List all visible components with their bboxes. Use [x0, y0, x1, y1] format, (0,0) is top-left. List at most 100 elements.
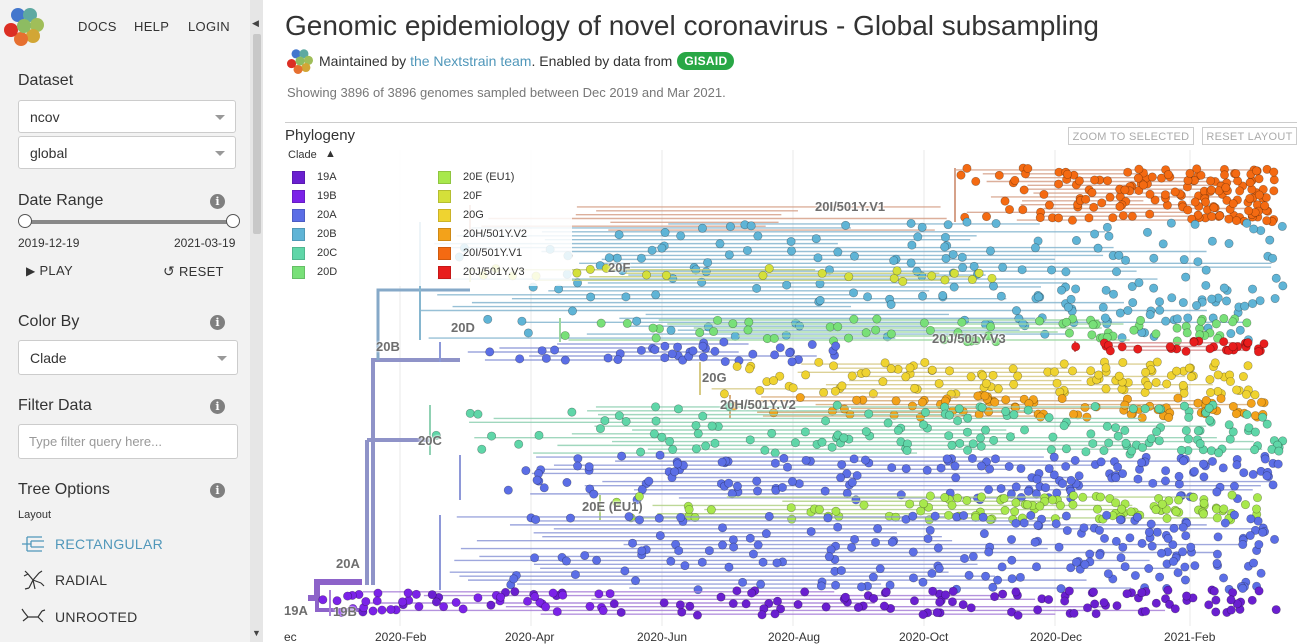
tip-node[interactable] [631, 576, 641, 586]
tip-node[interactable] [698, 341, 708, 351]
tip-node[interactable] [1233, 176, 1243, 186]
tip-node[interactable] [902, 446, 912, 456]
tip-node[interactable] [917, 397, 927, 407]
tip-node[interactable] [1100, 533, 1110, 543]
tip-node[interactable] [1192, 301, 1202, 311]
tip-node[interactable] [1083, 603, 1093, 613]
tip-node[interactable] [772, 596, 782, 606]
tip-node[interactable] [990, 592, 1000, 602]
tip-node[interactable] [755, 385, 765, 395]
tip-node[interactable] [817, 437, 827, 447]
tip-node[interactable] [1209, 586, 1219, 596]
tip-node[interactable] [1059, 421, 1069, 431]
tip-node[interactable] [1087, 330, 1097, 340]
tip-node[interactable] [1040, 329, 1050, 339]
tip-node[interactable] [941, 590, 951, 600]
tip-node[interactable] [764, 599, 774, 609]
tip-node[interactable] [1113, 462, 1123, 472]
tip-node[interactable] [872, 314, 882, 324]
tip-node[interactable] [960, 553, 970, 563]
tip-node[interactable] [849, 314, 859, 324]
tip-node[interactable] [1190, 197, 1200, 207]
tip-node[interactable] [748, 549, 758, 559]
tip-node[interactable] [1151, 329, 1161, 339]
tip-node[interactable] [1224, 420, 1234, 430]
tip-node[interactable] [552, 607, 562, 617]
tip-node[interactable] [806, 527, 816, 537]
tip-node[interactable] [815, 295, 825, 305]
tip-node[interactable] [849, 288, 859, 298]
tip-node[interactable] [724, 478, 734, 488]
tip-node[interactable] [368, 606, 378, 616]
tip-node[interactable] [886, 364, 896, 374]
info-icon[interactable]: i [210, 483, 225, 498]
tip-node[interactable] [1044, 200, 1054, 210]
tip-node[interactable] [977, 403, 987, 413]
tip-node[interactable] [1170, 187, 1180, 197]
tip-node[interactable] [655, 450, 665, 460]
tip-node[interactable] [958, 263, 968, 273]
tip-node[interactable] [850, 534, 860, 544]
dataset-select-primary[interactable]: ncov [18, 100, 236, 133]
tip-node[interactable] [680, 561, 690, 571]
tip-node[interactable] [842, 469, 852, 479]
tip-node[interactable] [1141, 367, 1151, 377]
tip-node[interactable] [1164, 413, 1174, 423]
tip-node[interactable] [1173, 393, 1183, 403]
tip-node[interactable] [1133, 474, 1143, 484]
tip-node[interactable] [728, 599, 738, 609]
tip-node[interactable] [886, 329, 896, 339]
tip-node[interactable] [772, 558, 782, 568]
tip-node[interactable] [713, 315, 723, 325]
tip-node[interactable] [534, 430, 544, 440]
tip-node[interactable] [1051, 519, 1061, 529]
tip-node[interactable] [1134, 278, 1144, 288]
tip-node[interactable] [688, 346, 698, 356]
tip-node[interactable] [605, 589, 615, 599]
tip-node[interactable] [561, 556, 571, 566]
tip-node[interactable] [1152, 527, 1162, 537]
tip-node[interactable] [1141, 606, 1151, 616]
tip-node[interactable] [1013, 610, 1023, 620]
tip-node[interactable] [1144, 564, 1154, 574]
tip-node[interactable] [660, 228, 670, 238]
tip-node[interactable] [1161, 316, 1171, 326]
tip-node[interactable] [1082, 412, 1092, 422]
tip-node[interactable] [1069, 608, 1079, 618]
tip-node[interactable] [332, 596, 342, 606]
tip-node[interactable] [1150, 195, 1160, 205]
tip-node[interactable] [947, 440, 957, 450]
tip-node[interactable] [592, 555, 602, 565]
tip-node[interactable] [969, 261, 979, 271]
tip-node[interactable] [922, 465, 932, 475]
tip-node[interactable] [893, 425, 903, 435]
tip-node[interactable] [980, 391, 990, 401]
scroll-down-arrow-icon[interactable]: ▼ [252, 628, 261, 638]
tip-node[interactable] [503, 485, 513, 495]
tip-node[interactable] [1049, 470, 1059, 480]
tip-node[interactable] [1063, 169, 1073, 179]
tip-node[interactable] [907, 401, 917, 411]
tip-node[interactable] [1078, 492, 1088, 502]
tip-node[interactable] [1163, 533, 1173, 543]
tip-node[interactable] [1005, 432, 1015, 442]
tip-node[interactable] [685, 601, 695, 611]
tip-node[interactable] [719, 389, 729, 399]
legend-item[interactable]: 20J/501Y.V3 [438, 264, 525, 280]
tip-node[interactable] [580, 551, 590, 561]
tip-node[interactable] [1244, 206, 1254, 216]
tip-node[interactable] [1009, 379, 1019, 389]
tip-node[interactable] [1020, 425, 1030, 435]
tip-node[interactable] [530, 553, 540, 563]
tip-node[interactable] [879, 601, 889, 611]
tip-node[interactable] [1183, 205, 1193, 215]
tip-node[interactable] [1155, 305, 1165, 315]
tip-node[interactable] [1238, 540, 1248, 550]
tip-node[interactable] [1242, 318, 1252, 328]
tip-node[interactable] [945, 366, 955, 376]
tip-node[interactable] [604, 253, 614, 263]
tip-node[interactable] [1067, 215, 1077, 225]
tip-node[interactable] [941, 253, 951, 263]
tip-node[interactable] [1120, 185, 1130, 195]
tip-node[interactable] [1062, 526, 1072, 536]
